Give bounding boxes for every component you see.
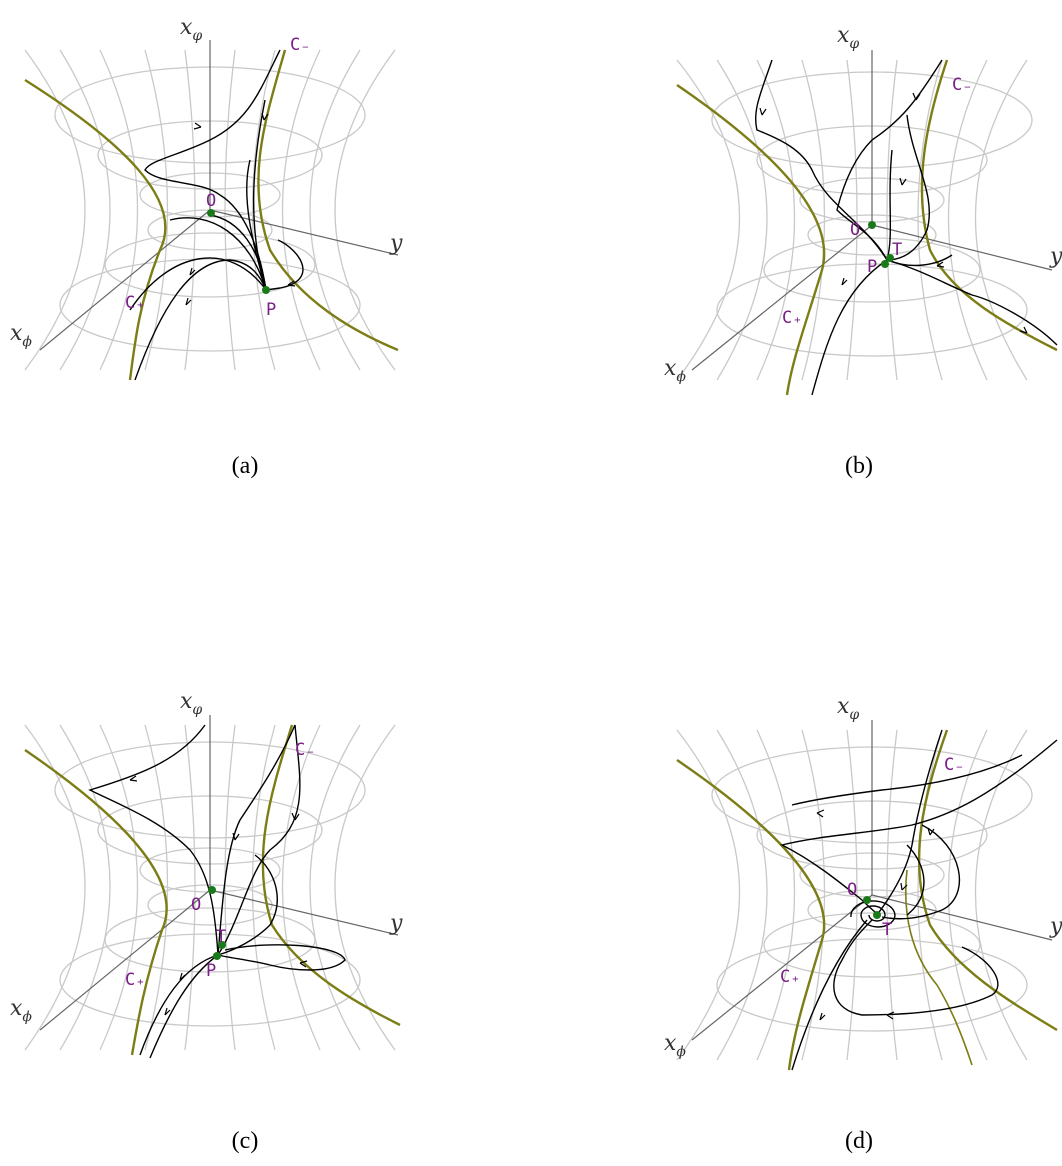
label-c-minus: C₋ xyxy=(295,740,315,760)
panel-a-figure: xφ y xϕ C₋ C₊ O P xyxy=(10,15,403,381)
panel-b-figure: xφ y xϕ C₋ C₊ O T P xyxy=(664,23,1062,396)
axes xyxy=(39,715,399,1031)
point-o xyxy=(868,221,876,229)
label-c-minus: C₋ xyxy=(290,35,310,55)
label-p: P xyxy=(206,961,216,981)
label-c-plus: C₊ xyxy=(782,308,802,328)
panel-c: xφ y xϕ C₋ C₊ O T P xyxy=(10,680,430,1059)
label-c-minus: C₋ xyxy=(944,755,964,775)
axis-label-x-phi: xϕ xyxy=(664,1031,686,1060)
trajectories xyxy=(129,49,304,381)
label-c-plus: C₊ xyxy=(125,293,145,313)
caption-c: (c) xyxy=(231,1128,259,1154)
curve-c-inner xyxy=(904,869,973,1066)
hyperboloid-grid xyxy=(24,49,396,371)
label-o: O xyxy=(191,895,201,915)
label-o: O xyxy=(847,880,857,900)
label-c-plus: C₊ xyxy=(125,970,145,990)
curve-c-minus xyxy=(261,724,401,1027)
curve-c-plus xyxy=(24,78,167,381)
label-o: O xyxy=(206,191,216,211)
panel-c-figure: xφ y xϕ C₋ C₊ O T P xyxy=(10,689,403,1059)
point-o xyxy=(208,886,216,894)
curve-c-minus xyxy=(920,59,1058,352)
label-p: P xyxy=(867,257,877,277)
axis-label-x-phi: xϕ xyxy=(10,996,32,1025)
caption-d: (d) xyxy=(845,1128,873,1154)
point-p xyxy=(881,260,889,268)
point-p xyxy=(213,952,221,960)
axis-label-x-varphi: xφ xyxy=(837,23,859,52)
curve-c-minus xyxy=(917,729,1058,1032)
axis-label-x-varphi: xφ xyxy=(180,15,202,44)
label-t: T xyxy=(892,240,902,260)
point-o xyxy=(207,209,215,217)
panel-d-figure: xφ y xϕ C₋ C₊ O T xyxy=(664,694,1062,1071)
axis-label-x-phi: xϕ xyxy=(10,321,32,350)
label-t: T xyxy=(882,920,892,940)
trajectories xyxy=(88,724,346,1059)
axis-label-y: y xyxy=(1049,244,1062,269)
point-t xyxy=(873,911,881,919)
label-o: O xyxy=(850,220,860,240)
caption-b: (b) xyxy=(845,453,873,479)
label-p: P xyxy=(266,300,276,320)
axis-label-y: y xyxy=(389,231,403,256)
curve-c-minus xyxy=(257,49,399,352)
axis-label-y: y xyxy=(389,911,403,936)
panel-a: xφ y xϕ C₋ C₊ O P xyxy=(10,10,430,381)
axes xyxy=(691,720,1053,1041)
trajectories xyxy=(755,59,1058,396)
label-c-plus: C₊ xyxy=(780,967,800,987)
label-t: T xyxy=(216,927,226,947)
axes xyxy=(691,50,1053,371)
point-t xyxy=(218,941,226,949)
curve-c-plus xyxy=(676,84,826,396)
axis-label-x-phi: xϕ xyxy=(664,356,686,385)
trajectories xyxy=(779,729,1058,1071)
curve-c-plus xyxy=(24,749,168,1056)
caption-a: (a) xyxy=(231,453,259,479)
curve-c-plus xyxy=(676,759,826,1071)
axis-label-x-varphi: xφ xyxy=(837,694,859,723)
panel-d: xφ y xϕ C₋ C₊ O T xyxy=(662,685,1062,1071)
point-t xyxy=(886,254,894,262)
axis-label-x-varphi: xφ xyxy=(180,689,202,718)
label-c-minus: C₋ xyxy=(952,75,972,95)
axis-label-y: y xyxy=(1049,914,1062,939)
point-o xyxy=(863,896,871,904)
hyperboloid-grid xyxy=(676,59,1033,381)
panel-b: xφ y xϕ C₋ C₊ O T P xyxy=(662,20,1062,396)
point-p xyxy=(262,286,270,294)
